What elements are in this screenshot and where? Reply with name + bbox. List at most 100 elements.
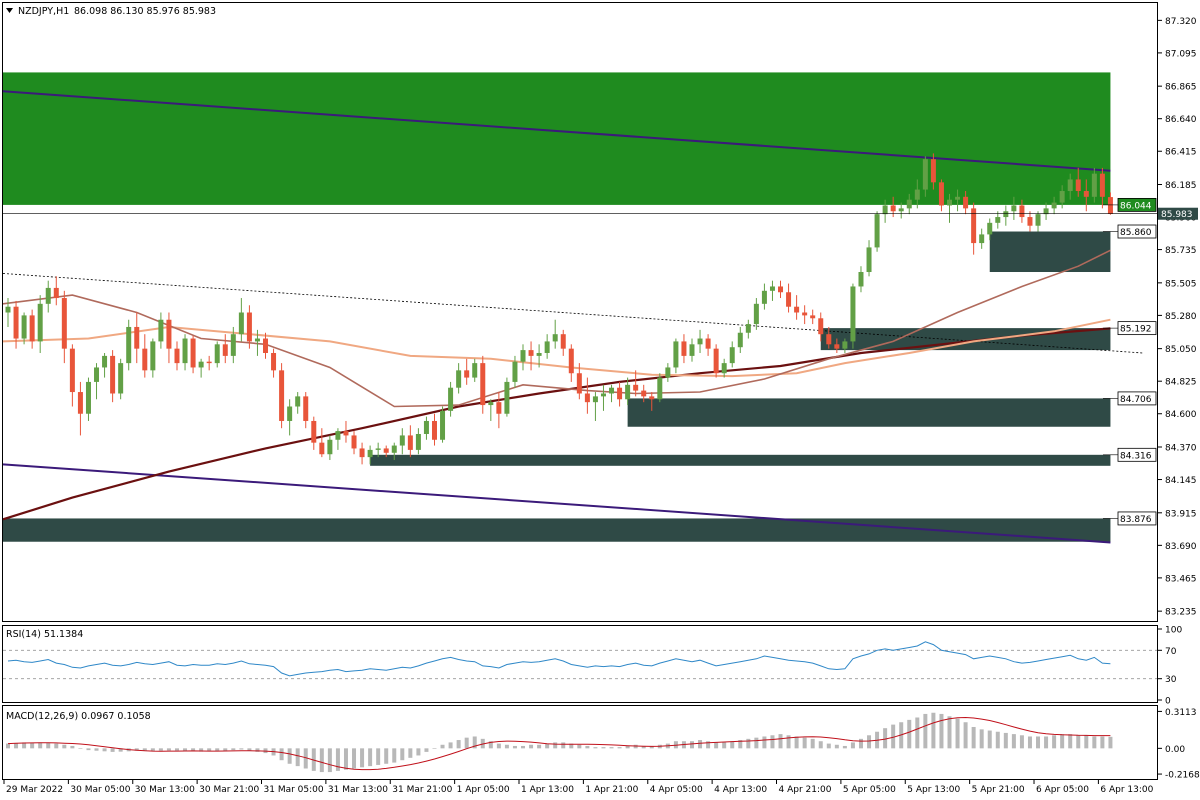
- macd-histogram-bar: [931, 712, 936, 749]
- menu-triangle-icon[interactable]: [6, 8, 13, 13]
- pane-borders: [2, 2, 1158, 780]
- price-level-box: [1117, 224, 1157, 239]
- candle: [713, 344, 719, 378]
- macd-histogram-bar: [762, 736, 767, 749]
- candle: [456, 363, 462, 394]
- candle-body: [858, 272, 864, 287]
- candle: [794, 295, 800, 320]
- macd-histogram-bar: [496, 743, 501, 749]
- candle: [246, 305, 252, 349]
- candle: [367, 445, 373, 465]
- candle-body: [134, 326, 140, 349]
- macd-histogram-bar: [488, 741, 493, 749]
- candle: [576, 363, 582, 400]
- candles-layer: [5, 153, 1113, 465]
- candle-body: [600, 393, 606, 397]
- candle: [319, 428, 325, 458]
- candle-body: [496, 402, 502, 414]
- candle-body: [359, 448, 365, 458]
- candle-body: [882, 205, 888, 215]
- macd-histogram-bar: [102, 748, 107, 752]
- candle-body: [753, 303, 759, 325]
- macd-histogram-bar: [199, 748, 204, 752]
- time-tick-label: 31 Mar 05:00: [264, 785, 324, 795]
- candle: [641, 384, 647, 403]
- macd-histogram-bar: [553, 742, 558, 749]
- time-tick-label: 4 Apr 13:00: [714, 785, 767, 795]
- price-tick-label: 85.280: [1165, 312, 1197, 322]
- macd-histogram-bar: [46, 743, 51, 749]
- price-tick-label: 87.095: [1165, 49, 1197, 59]
- macd-histogram-bar: [971, 726, 976, 749]
- macd-histogram-bar: [400, 748, 405, 761]
- candle-body: [335, 431, 341, 440]
- macd-histogram-bar: [416, 748, 421, 756]
- candle-body: [955, 196, 961, 200]
- candle: [85, 377, 91, 421]
- macd-histogram-bar: [754, 737, 759, 749]
- candle-body: [254, 338, 260, 342]
- candle: [536, 344, 542, 368]
- macd-histogram-bar: [521, 745, 526, 749]
- candle: [1107, 192, 1113, 215]
- candle-body: [94, 367, 100, 382]
- macd-histogram-bar: [303, 748, 308, 769]
- candle-body: [319, 442, 325, 455]
- candle: [102, 352, 108, 378]
- macd-histogram-bar: [577, 744, 582, 749]
- rsi-pane[interactable]: 100 70 30 0 RSI(14) 51.1384: [3, 626, 1182, 707]
- candle: [882, 199, 888, 223]
- candle-body: [383, 448, 389, 453]
- macd-pane[interactable]: 0.3113 0.00 -0.2168 MACD(12,26,9) 0.0967 0…: [6, 708, 1200, 781]
- macd-histogram-bar: [512, 745, 517, 749]
- candle-body: [922, 159, 928, 190]
- macd-histogram-bar: [617, 747, 622, 749]
- demand-zone: [370, 454, 1111, 466]
- candle: [1011, 196, 1017, 220]
- candle: [625, 377, 631, 406]
- macd-histogram-bar: [118, 748, 123, 752]
- macd-histogram-bar: [786, 735, 791, 749]
- candle: [778, 280, 784, 299]
- candle-body: [1067, 179, 1073, 192]
- candle: [769, 280, 775, 301]
- candle-body: [697, 338, 703, 345]
- macd-histogram-bar: [867, 735, 872, 749]
- candle-body: [1075, 179, 1081, 192]
- candle-body: [158, 319, 164, 342]
- candle-body: [705, 338, 711, 349]
- candle-body: [351, 435, 357, 449]
- macd-histogram-bar: [834, 744, 839, 749]
- macd-histogram-bar: [142, 748, 147, 751]
- candle: [609, 384, 615, 403]
- candle: [351, 431, 357, 455]
- macd-histogram-bar: [842, 745, 847, 749]
- rsi-label: RSI(14) 51.1384: [6, 629, 83, 640]
- candle: [118, 358, 124, 400]
- candle-body: [37, 303, 43, 342]
- macd-histogram-bar: [1068, 734, 1073, 749]
- candle: [287, 399, 293, 436]
- candle: [987, 218, 993, 241]
- time-tick-label: 1 Apr 21:00: [585, 785, 638, 795]
- macd-histogram-bar: [915, 717, 920, 749]
- macd-histogram-bar: [802, 737, 807, 749]
- price-tick-label: 83.465: [1165, 574, 1197, 584]
- price-pane[interactable]: 87.320 87.095 86.865 86.640 86.415 86.185 85.9…: [2, 6, 1198, 618]
- macd-histogram-bar: [456, 740, 461, 749]
- candle: [431, 413, 437, 446]
- candle-body: [1011, 205, 1017, 212]
- macd-histogram-bar: [923, 713, 928, 749]
- time-axis[interactable]: 29 Mar 2022 30 Mar 05:00 30 Mar 13:00 30 Ma…: [3, 780, 1154, 795]
- macd-histogram-bar: [158, 748, 163, 751]
- candle: [914, 179, 920, 209]
- macd-histogram-bar: [585, 745, 590, 749]
- candle: [568, 344, 574, 382]
- price-tick-label: 85.505: [1165, 279, 1197, 289]
- time-tick-label: 30 Mar 13:00: [135, 785, 195, 795]
- macd-histogram-bar: [633, 744, 638, 749]
- candle-body: [77, 392, 83, 414]
- candle-body: [681, 341, 687, 356]
- candle-body: [5, 306, 11, 313]
